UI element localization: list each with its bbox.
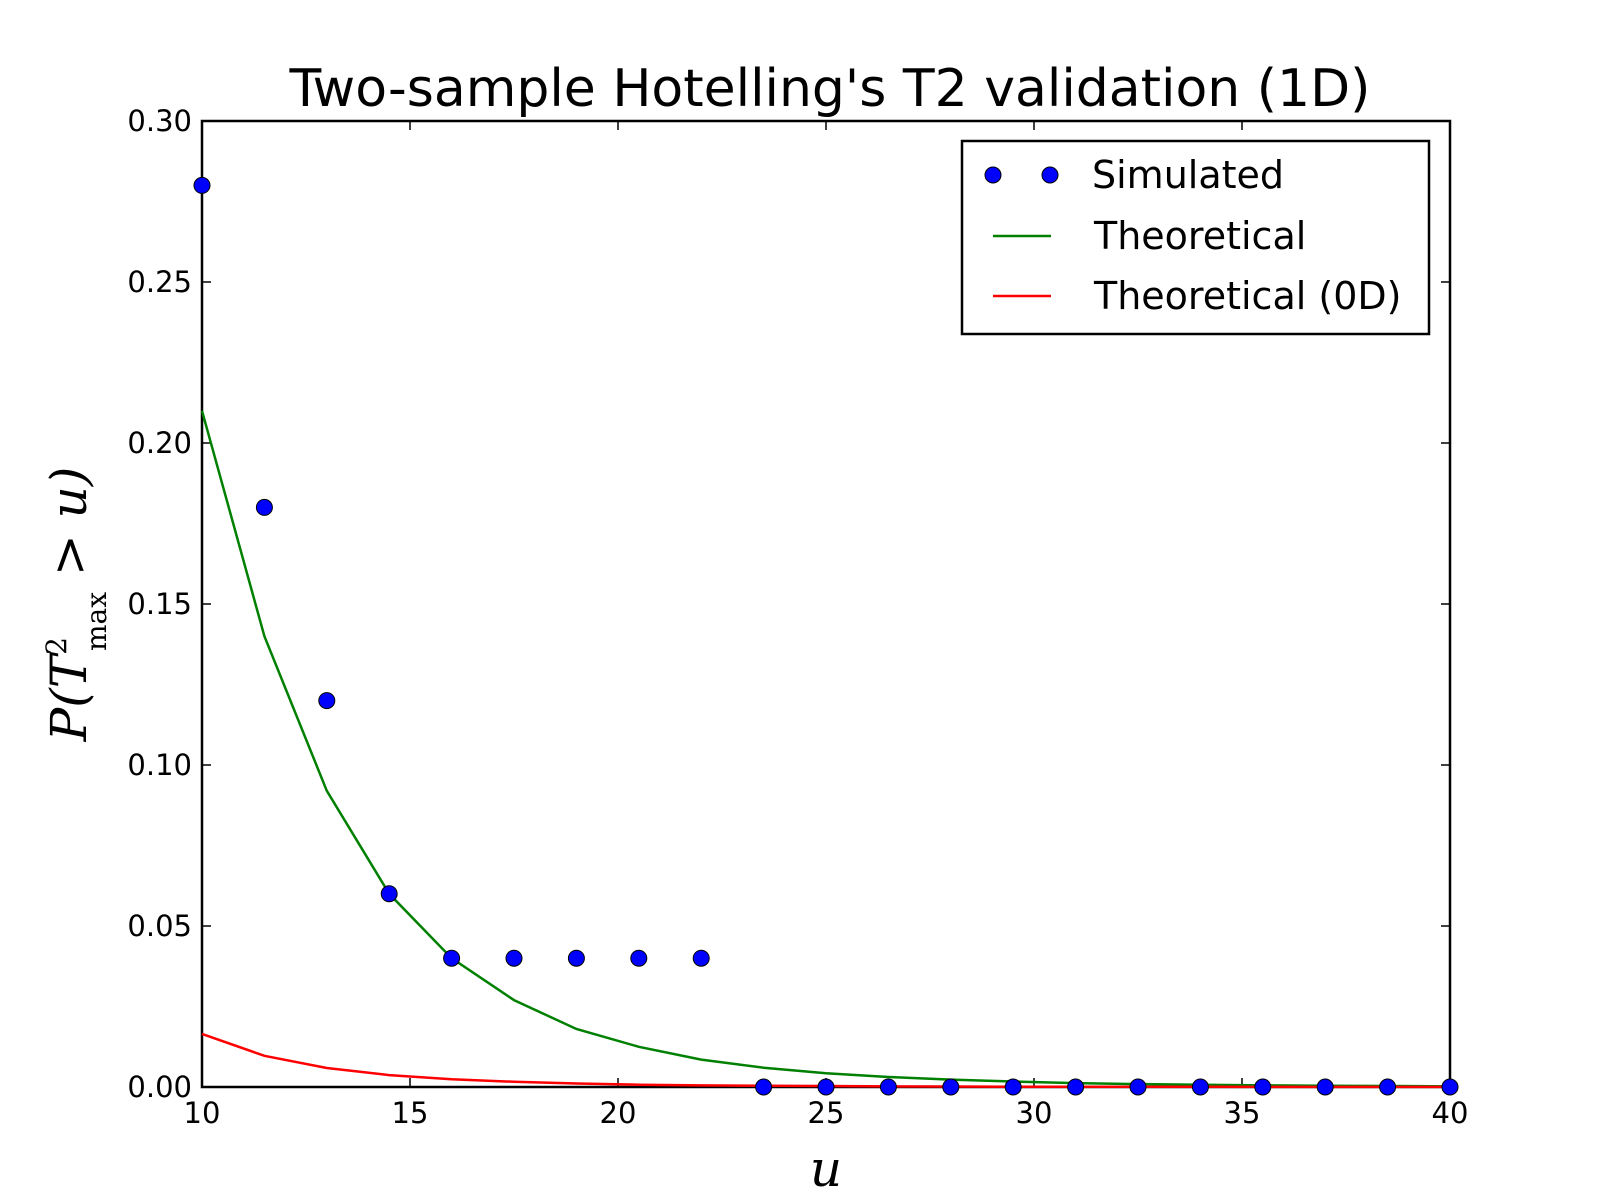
data-point-simulated bbox=[380, 885, 398, 903]
legend-marker-simulated bbox=[1041, 166, 1059, 184]
y-tick-label: 0.10 bbox=[127, 748, 192, 782]
x-tick-label: 40 bbox=[1432, 1096, 1469, 1130]
data-point-simulated bbox=[567, 949, 585, 967]
data-point-simulated bbox=[942, 1078, 960, 1096]
data-point-simulated bbox=[1004, 1078, 1022, 1096]
y-tick-label: 0.05 bbox=[127, 909, 192, 943]
legend: Simulated Theoretical Theoretical (0D) bbox=[960, 139, 1431, 336]
legend-box bbox=[960, 139, 1431, 336]
legend-label-theoretical: Theoretical bbox=[1093, 214, 1306, 258]
data-point-simulated bbox=[630, 949, 648, 967]
data-point-simulated bbox=[255, 498, 273, 516]
series-line-theoretical bbox=[200, 410, 1451, 1088]
data-point-simulated bbox=[1316, 1078, 1334, 1096]
data-point-simulated bbox=[505, 949, 523, 967]
y-axis-label-p: P(T bbox=[40, 651, 98, 742]
x-tick-label: 35 bbox=[1224, 1096, 1261, 1130]
y-axis-label-sup: 2 bbox=[40, 637, 73, 655]
chart-title: Two-sample Hotelling's T2 validation (1D… bbox=[289, 59, 1371, 119]
data-point-simulated bbox=[879, 1078, 897, 1096]
legend-label-simulated: Simulated bbox=[1092, 153, 1284, 197]
x-tick-label: 20 bbox=[600, 1096, 637, 1130]
data-point-simulated bbox=[692, 949, 710, 967]
data-point-simulated bbox=[318, 692, 336, 710]
y-axis-label-rest: > u) bbox=[40, 467, 98, 592]
y-tick-label: 0.20 bbox=[127, 426, 192, 460]
data-point-simulated bbox=[755, 1078, 773, 1096]
x-tick-label: 10 bbox=[184, 1096, 221, 1130]
data-point-simulated bbox=[817, 1078, 835, 1096]
series-layer bbox=[193, 176, 1459, 1096]
x-tick-label: 25 bbox=[808, 1096, 845, 1130]
data-point-simulated bbox=[1191, 1078, 1209, 1096]
data-point-simulated bbox=[1254, 1078, 1272, 1096]
data-point-simulated bbox=[443, 949, 461, 967]
y-axis-label-sub: max bbox=[80, 592, 113, 651]
x-axis-label: u bbox=[810, 1140, 842, 1198]
y-axis: 0.00 0.05 0.10 0.15 0.20 0.25 0.30 bbox=[127, 104, 1450, 1104]
y-tick-label: 0.15 bbox=[127, 587, 192, 621]
plot-area: 10 15 20 25 30 35 40 0.000.050.100.150.200.250… bbox=[127, 104, 1468, 1130]
data-point-simulated bbox=[1379, 1078, 1397, 1096]
x-tick-label: 15 bbox=[392, 1096, 429, 1130]
data-point-simulated bbox=[1441, 1078, 1459, 1096]
data-point-simulated bbox=[1067, 1078, 1085, 1096]
legend-marker-simulated bbox=[984, 166, 1002, 184]
x-axis: 10 15 20 25 30 35 40 bbox=[184, 121, 1469, 1130]
legend-label-theoretical-0d: Theoretical (0D) bbox=[1093, 274, 1401, 318]
data-point-simulated bbox=[193, 176, 211, 194]
y-tick-label: 0.30 bbox=[127, 104, 192, 138]
x-tick-label: 30 bbox=[1016, 1096, 1053, 1130]
y-tick-label: 0.25 bbox=[127, 265, 192, 299]
data-point-simulated bbox=[1129, 1078, 1147, 1096]
y-axis-label: P(T2 max > u) bbox=[40, 467, 113, 743]
y-tick-label: 0.00 bbox=[127, 1070, 192, 1104]
